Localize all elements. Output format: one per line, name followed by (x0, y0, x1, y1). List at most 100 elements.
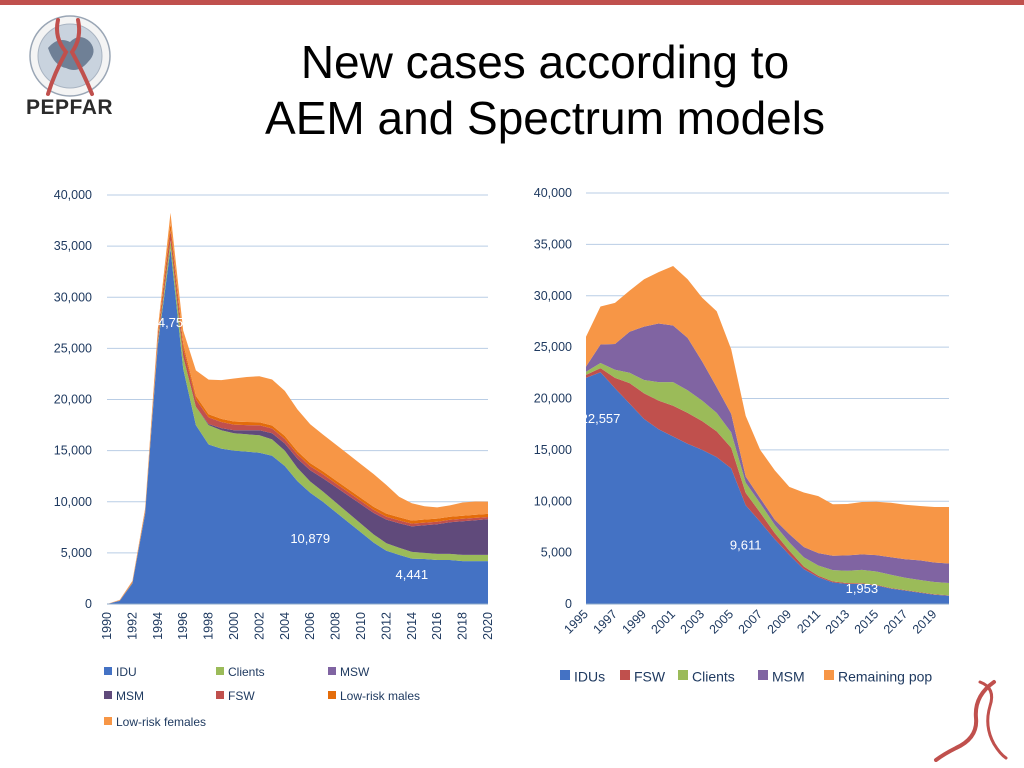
y-tick-label: 20,000 (54, 393, 92, 407)
legend-swatch (104, 666, 112, 675)
y-tick-label: 25,000 (54, 341, 92, 355)
legend-swatch (216, 666, 224, 675)
legend-label: Clients (692, 668, 735, 685)
y-tick-label: 15,000 (534, 443, 572, 457)
legend-swatch (328, 690, 336, 699)
y-tick-label: 30,000 (54, 290, 92, 304)
area-series-idus (586, 372, 949, 604)
slide-title-line2: AEM and Spectrum models (265, 92, 825, 144)
legend-item-fsw: FSW (216, 688, 255, 703)
legend-swatch (560, 670, 570, 681)
legend-item-idus: IDUs (560, 667, 605, 684)
x-tick-label: 2007 (736, 607, 766, 637)
area-series-idu (107, 248, 488, 604)
spectrum-chart-legend: IDUs FSW Clients MSM Remaining pop (560, 667, 980, 691)
legend-label: IDU (116, 664, 137, 679)
legend-item-msm: MSM (104, 688, 144, 703)
y-tick-label: 10,000 (534, 494, 572, 508)
x-tick-label: 2008 (329, 612, 343, 640)
legend-swatch (824, 670, 834, 681)
legend-label: MSM (772, 668, 805, 685)
y-tick-label: 25,000 (534, 340, 572, 354)
legend-swatch (328, 666, 336, 675)
legend-item-clients: Clients (678, 667, 735, 684)
x-tick-label: 2011 (794, 607, 823, 636)
x-tick-label: 2015 (852, 607, 882, 637)
legend-label: FSW (634, 668, 666, 685)
x-tick-label: 1990 (100, 612, 114, 640)
legend-label: Clients (228, 664, 265, 679)
x-tick-label: 2013 (823, 607, 853, 637)
x-tick-label: 2018 (456, 612, 470, 640)
legend-item-remaining-pop: Remaining pop (824, 667, 932, 684)
legend-label: FSW (228, 688, 255, 703)
x-tick-label: 2009 (765, 607, 795, 637)
legend-item-msm: MSM (758, 667, 805, 684)
legend-label: Low-risk females (116, 714, 207, 729)
legend-item-idu: IDU (104, 664, 137, 679)
x-tick-label: 2012 (379, 612, 393, 640)
x-tick-label: 2002 (252, 612, 266, 640)
x-tick-label: 2006 (303, 612, 317, 640)
x-tick-label: 2003 (678, 607, 708, 637)
x-tick-label: 2014 (405, 612, 419, 640)
slide-title-line1: New cases according to (300, 36, 790, 88)
data-label: 4,441 (396, 567, 429, 582)
data-label: 1,953 (846, 581, 879, 596)
y-tick-label: 5,000 (61, 546, 92, 560)
y-tick-label: 5,000 (541, 546, 572, 560)
x-tick-label: 1994 (151, 612, 165, 640)
x-tick-label: 2016 (430, 612, 444, 640)
data-label: 34,755 (151, 315, 191, 330)
legend-swatch (104, 716, 112, 725)
data-label: 10,879 (290, 531, 330, 546)
legend-swatch (620, 670, 630, 681)
y-tick-label: 0 (565, 597, 572, 611)
x-tick-label: 1992 (125, 612, 139, 640)
y-tick-label: 40,000 (54, 188, 92, 202)
y-tick-label: 20,000 (534, 392, 572, 406)
aem-chart-legend: IDU Clients MSW MSM FSW Low-risk males Low-ris… (104, 662, 504, 734)
top-accent-bar (0, 0, 1024, 5)
spectrum-chart: 0 5,000 10,000 15,000 20,000 25,000 30,000 35,0… (534, 186, 949, 637)
x-tick-label: 2001 (649, 607, 679, 637)
x-tick-label: 2004 (278, 612, 292, 640)
red-ribbon-corner-icon (934, 680, 1008, 762)
area-series-msm (586, 323, 949, 583)
legend-swatch (758, 670, 768, 681)
legend-label: Low-risk males (340, 688, 421, 703)
x-tick-label: 1999 (619, 607, 649, 637)
x-tick-label: 2019 (910, 607, 940, 637)
legend-item-clients: Clients (216, 664, 265, 679)
y-tick-label: 35,000 (54, 239, 92, 253)
data-label: 9,611 (730, 538, 762, 553)
globe-seal-icon (29, 15, 111, 97)
legend-item-msw: MSW (328, 664, 369, 679)
y-tick-label: 35,000 (534, 237, 572, 251)
legend-swatch (678, 670, 688, 681)
x-tick-label: 1996 (176, 612, 190, 640)
x-tick-label: 2000 (227, 612, 241, 640)
legend-label: MSW (340, 664, 370, 679)
legend-label: MSM (116, 688, 144, 703)
area-series-low-risk-females (107, 212, 488, 605)
area-series-fsw (586, 368, 949, 596)
legend-item-low-risk-females: Low-risk females (104, 714, 206, 729)
data-label: 22,557 (581, 411, 621, 426)
y-tick-label: 15,000 (54, 444, 92, 458)
aem-chart: 0 5,000 10,000 15,000 20,000 25,000 30,000 35,0… (54, 188, 495, 640)
x-tick-label: 1997 (590, 607, 620, 637)
logo-text: PEPFAR (26, 96, 114, 119)
x-tick-label: 1995 (561, 607, 591, 637)
legend-label: IDUs (574, 668, 606, 685)
legend-label: Remaining pop (838, 668, 933, 685)
y-tick-label: 10,000 (54, 495, 92, 509)
x-tick-label: 2017 (881, 607, 911, 637)
x-tick-label: 2010 (354, 612, 368, 640)
y-tick-label: 40,000 (534, 186, 572, 200)
x-tick-label: 1998 (202, 612, 216, 640)
legend-swatch (104, 690, 112, 699)
legend-swatch (216, 690, 224, 699)
y-tick-label: 30,000 (534, 289, 572, 303)
